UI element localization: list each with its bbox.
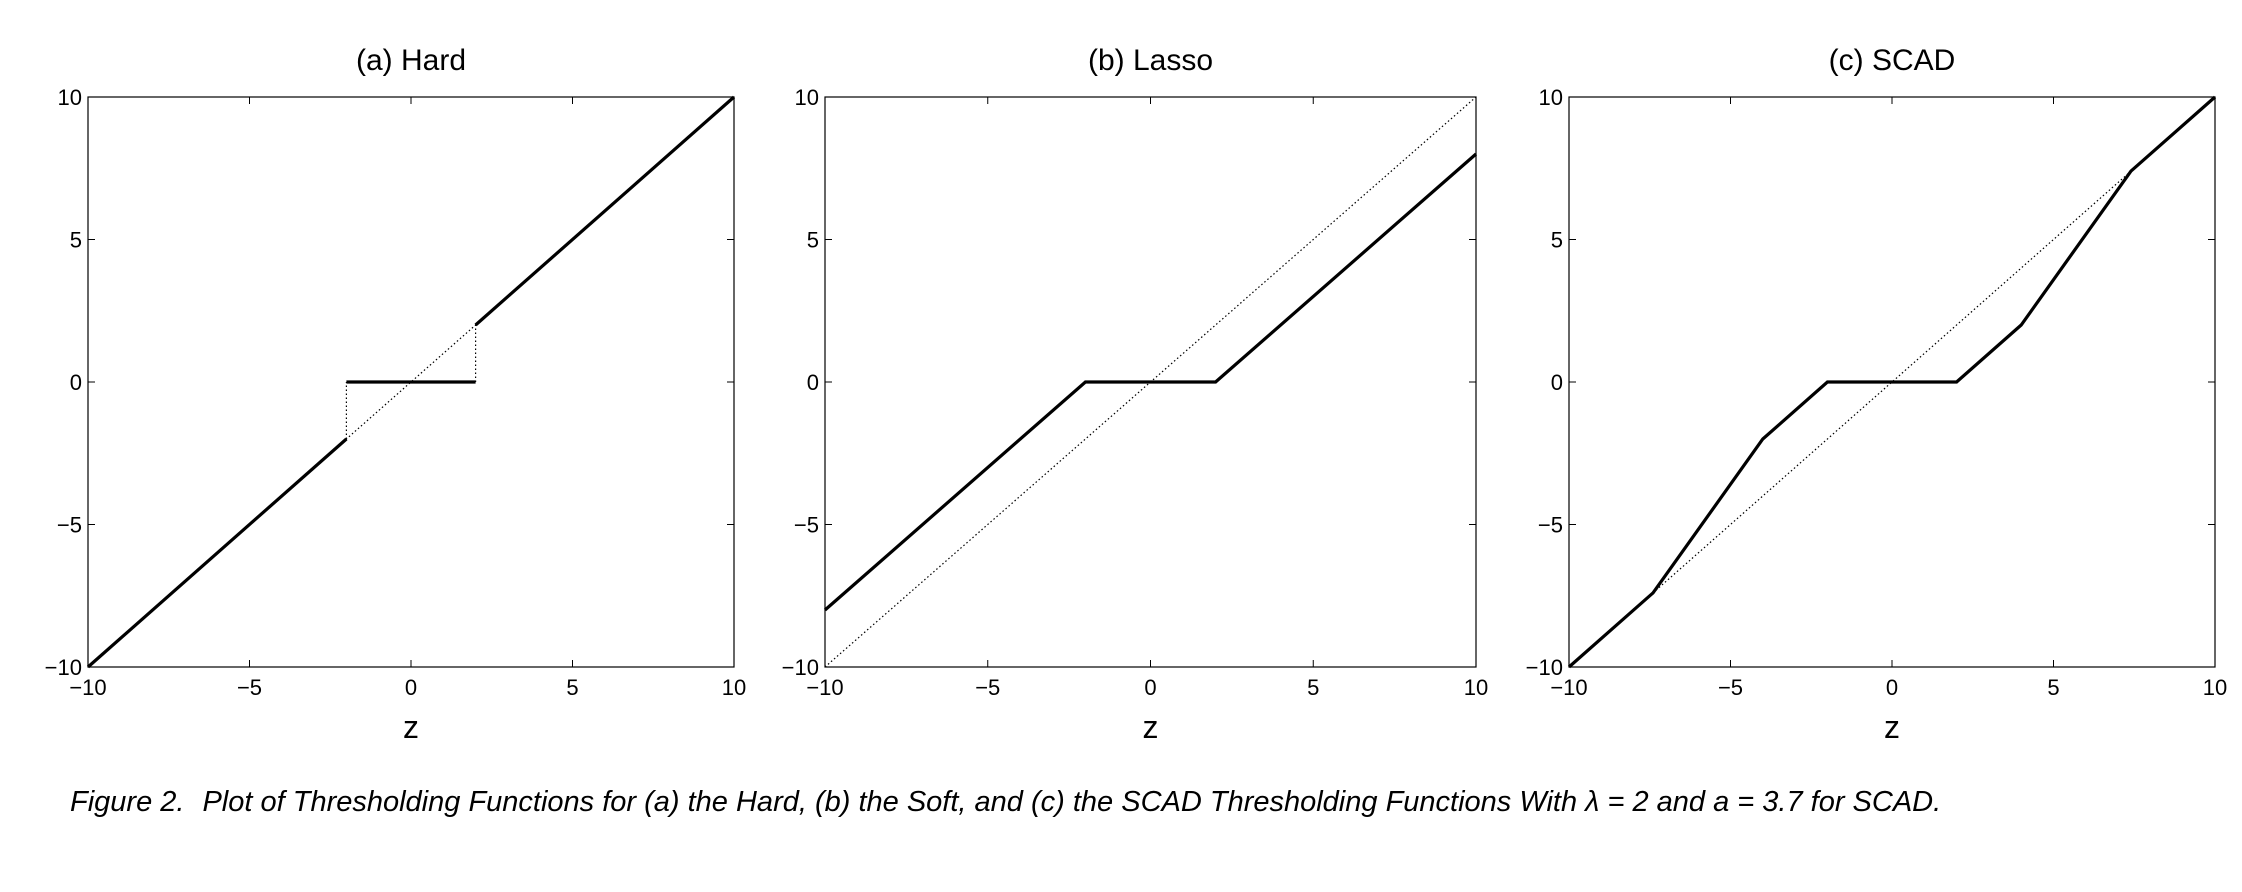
panel-3-title: (c) SCAD xyxy=(1829,44,1956,77)
figure-caption: Figure 2. Plot of Thresholding Functions … xyxy=(70,782,2180,822)
figure: −10 −5 0 5 10 10 5 0 −5 −10 (a) Hard z −10 −5 0 5 10 10 5 0… xyxy=(45,44,2228,745)
panel-2-xtick-label: −10 xyxy=(806,675,843,700)
panel-2-xtick-label: −5 xyxy=(975,675,1000,700)
panel-1-ytick-label: 5 xyxy=(70,228,82,253)
panel-1-xtick-label: 0 xyxy=(405,675,417,700)
panel-2-ytick-label: −10 xyxy=(782,655,819,680)
panel-1-ytick-label: 10 xyxy=(58,85,82,110)
panel-1-xtick-label: −10 xyxy=(69,675,106,700)
panel-2-ytick-label: −5 xyxy=(794,513,819,538)
panel-3-xlabel: z xyxy=(1884,709,1900,745)
panel-1-ytick-label: −10 xyxy=(45,655,82,680)
panel-3-xtick-label: −5 xyxy=(1718,675,1743,700)
panel-3-ytick-label: 0 xyxy=(1551,370,1563,395)
panel-1-title: (a) Hard xyxy=(356,44,466,77)
panel-3-xtick-label: 5 xyxy=(2047,675,2059,700)
panel-2-xtick-label: 0 xyxy=(1144,675,1156,700)
panel-1-ytick-label: 0 xyxy=(70,370,82,395)
panel-3-ytick-label: 10 xyxy=(1539,85,1563,110)
panel-2-reference-line-1 xyxy=(824,96,1477,668)
caption-label: Figure 2. xyxy=(70,786,185,818)
panel-2-title: (b) Lasso xyxy=(1088,44,1213,77)
panel-3-threshold-line-1 xyxy=(1567,95,2217,669)
panel-2-xtick-label: 5 xyxy=(1307,675,1319,700)
panel-1-ytick-label: −5 xyxy=(57,513,82,538)
panel-3-xtick-label: 10 xyxy=(2203,675,2227,700)
panel-3-ytick-label: 5 xyxy=(1551,228,1563,253)
panel-3-xtick-label: 0 xyxy=(1886,675,1898,700)
panel-3-ytick-label: −10 xyxy=(1526,655,1563,680)
panel-2-xtick-label: 10 xyxy=(1464,675,1488,700)
panel-3-ytick-label: −5 xyxy=(1538,513,1563,538)
caption-text: Plot of Thresholding Functions for (a) t… xyxy=(202,786,1942,818)
panel-1-xtick-label: 10 xyxy=(722,675,746,700)
panel-2-ytick-label: 0 xyxy=(807,370,819,395)
panel-2-ytick-label: 5 xyxy=(807,228,819,253)
panel-1-xtick-label: 5 xyxy=(566,675,578,700)
panel-1-xlabel: z xyxy=(403,709,419,745)
panel-1-xtick-label: −5 xyxy=(237,675,262,700)
panel-2-xlabel: z xyxy=(1143,709,1159,745)
panel-2-ytick-label: 10 xyxy=(795,85,819,110)
panel-3-xtick-label: −10 xyxy=(1550,675,1587,700)
